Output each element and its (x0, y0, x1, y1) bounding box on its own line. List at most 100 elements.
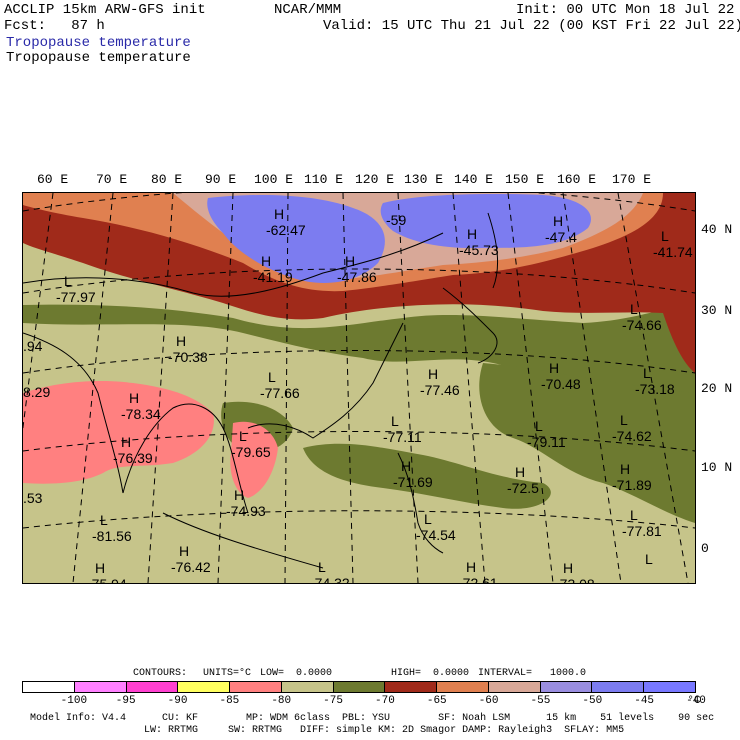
low-marker: L (424, 511, 432, 527)
high-marker: H (176, 333, 186, 349)
colorbar-swatch (333, 682, 386, 692)
lon-label: 160 E (557, 172, 597, 187)
extremum-value: -77.81 (622, 523, 662, 539)
map-panel: H -62.47 -59 H -45.73 H -47.4 L -41.74 H -41.19 H -4… (22, 192, 696, 584)
extremum-value: -77.46 (420, 382, 460, 398)
extremum-value: -71.89 (612, 477, 652, 493)
colorbar-swatch (281, 682, 334, 692)
extremum-value: -73.18 (635, 381, 675, 397)
field-title: Tropopause temperature (6, 50, 191, 66)
high-marker: H (261, 253, 271, 269)
low-label: LOW= 0.0000 (260, 668, 333, 679)
high-marker: H (549, 360, 559, 376)
colorbar-swatch (74, 682, 127, 692)
lon-label: 150 E (505, 172, 545, 187)
extremum-value: -73.08 (555, 576, 595, 583)
extremum-value: -59 (386, 212, 406, 228)
lon-label: 140 E (454, 172, 494, 187)
low-marker: L (645, 551, 653, 567)
low-marker: L (661, 228, 669, 244)
lon-label: 100 E (254, 172, 294, 187)
colorbar-tick: -65 (426, 695, 447, 707)
extremum-value: -47.4 (545, 229, 577, 245)
lon-label: 170 E (612, 172, 652, 187)
high-marker: H (620, 461, 630, 477)
high-marker: H (467, 226, 477, 242)
contours-label: CONTOURS: (133, 668, 188, 679)
extremum-value: -77.11 (383, 429, 422, 445)
lon-label: 110 E (304, 172, 344, 187)
extremum-value: -81.56 (92, 528, 132, 544)
high-marker: H (428, 366, 438, 382)
high-marker: H (401, 458, 411, 474)
low-marker: L (318, 559, 326, 575)
colorbar-swatch (540, 682, 593, 692)
lat-label: 10 N (701, 460, 733, 475)
high-marker: H (563, 560, 573, 576)
extremum-value: -74.93 (226, 503, 266, 519)
high-marker: H (234, 487, 244, 503)
extremum-value: -74.66 (622, 317, 662, 333)
colorbar-swatch (230, 682, 282, 692)
colorbar-swatch (23, 682, 75, 692)
lat-label: 0 (701, 541, 709, 556)
extremum-value: .53 (23, 490, 43, 506)
field-title-colored: Tropopause temperature (6, 35, 191, 51)
high-marker: H (553, 213, 563, 229)
fill-minus45-core-east (380, 193, 591, 249)
extremum-value: -74.62 (612, 428, 652, 444)
fill-minus70-patch-east (479, 363, 695, 523)
colorbar-tick: °C (687, 695, 701, 707)
low-marker: L (64, 273, 72, 289)
high-marker: H (274, 206, 284, 222)
high-marker: H (345, 253, 355, 269)
fill-minus70-patch-scs (303, 443, 551, 509)
extremum-value: -72.5 (507, 480, 539, 496)
extremum-value: -79.65 (231, 444, 271, 460)
colorbar-tick: -100 (60, 695, 88, 707)
extremum-value: -70.38 (168, 349, 208, 365)
extremum-value: -77.97 (56, 289, 96, 305)
low-marker: L (620, 412, 628, 428)
colorbar-tick: -85 (219, 695, 240, 707)
lon-label: 130 E (404, 172, 444, 187)
lon-label: 90 E (205, 172, 237, 187)
colorbar-swatch (178, 682, 231, 692)
extremum-value: -71.69 (393, 474, 433, 490)
high-marker: H (179, 543, 189, 559)
tropopause-temperature-map: H-62.47-59H-45.73H-47.4 L-41.74H-41.19H-4… (23, 193, 695, 583)
colorbar (22, 681, 696, 693)
extremum-value: -70.48 (541, 376, 581, 392)
colorbar-swatch (437, 682, 489, 692)
units-label: UNITS=°C (203, 668, 252, 679)
colorbar-tick: -55 (530, 695, 551, 707)
high-marker: H (515, 464, 525, 480)
extremum-value: -76.39 (113, 450, 153, 466)
low-marker: L (535, 418, 543, 434)
model-info-line1: Model Info: V4.4 CU: KF MP: WDM 6class P… (30, 713, 715, 724)
model-info-line2: LW: RRTMG SW: RRTMG DIFF: simple KM: 2D … (30, 725, 625, 736)
extremum-value: -79.11 (527, 434, 566, 450)
fill-minus80-patch (230, 421, 278, 498)
lon-label: 60 E (37, 172, 69, 187)
lat-label: 20 N (701, 381, 733, 396)
colorbar-tick: -60 (478, 695, 499, 707)
extremum-value: -41.74 (653, 244, 693, 260)
high-marker: H (466, 559, 476, 575)
extremum-value: -47.86 (337, 269, 377, 285)
interval-label: INTERVAL= 1000.0 (478, 668, 587, 679)
init-time: Init: 00 UTC Mon 18 Jul 22 (516, 2, 735, 18)
lon-label: 70 E (96, 172, 128, 187)
extremum-value: -74.54 (416, 527, 456, 543)
model-title: ACCLIP 15km ARW-GFS init (4, 2, 206, 18)
extremum-value: -74.32 (310, 575, 350, 583)
lon-label: 80 E (151, 172, 183, 187)
forecast-hour: Fcst: 87 h (4, 18, 105, 34)
colorbar-tick: -90 (167, 695, 188, 707)
low-marker: L (630, 507, 638, 523)
extremum-value: -41.19 (253, 269, 293, 285)
extremum-value: -76.42 (171, 559, 211, 575)
lat-label: 40 N (701, 222, 733, 237)
colorbar-swatch (644, 682, 695, 692)
colorbar-swatch (592, 682, 645, 692)
